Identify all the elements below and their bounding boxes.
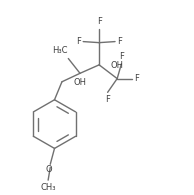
Text: OH: OH (111, 61, 124, 70)
Text: F: F (105, 95, 110, 104)
Text: F: F (119, 52, 124, 61)
Text: CH₃: CH₃ (40, 183, 56, 192)
Text: O: O (46, 165, 53, 174)
Text: F: F (117, 37, 122, 46)
Text: F: F (134, 74, 139, 83)
Text: F: F (77, 37, 81, 46)
Text: OH: OH (74, 78, 87, 87)
Text: H₃C: H₃C (52, 46, 67, 55)
Text: F: F (97, 17, 102, 26)
